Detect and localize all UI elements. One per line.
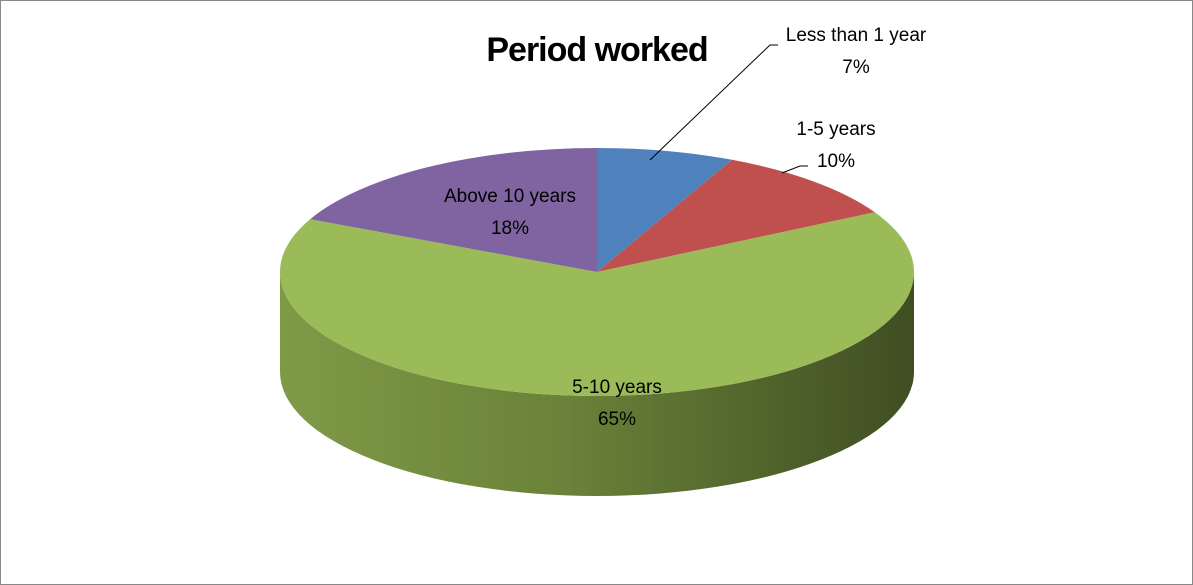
data-label-name: Less than 1 year xyxy=(786,25,927,46)
pie-slice xyxy=(310,148,597,272)
leader-line xyxy=(649,44,778,161)
data-label-value: 10% xyxy=(817,151,855,172)
data-label-value: 7% xyxy=(842,57,870,78)
data-label-value: 65% xyxy=(598,409,636,430)
data-label-value: 18% xyxy=(491,218,529,239)
data-label-name: 1-5 years xyxy=(796,119,875,140)
pie-slice xyxy=(280,212,914,396)
data-label-name: 5-10 years xyxy=(572,377,662,398)
pie-side xyxy=(280,272,914,496)
pie-slice xyxy=(597,148,732,272)
pie-slice xyxy=(597,159,875,272)
data-label-name: Above 10 years xyxy=(444,186,576,207)
leader-line xyxy=(781,165,808,174)
chart-title: Period worked xyxy=(486,31,707,69)
